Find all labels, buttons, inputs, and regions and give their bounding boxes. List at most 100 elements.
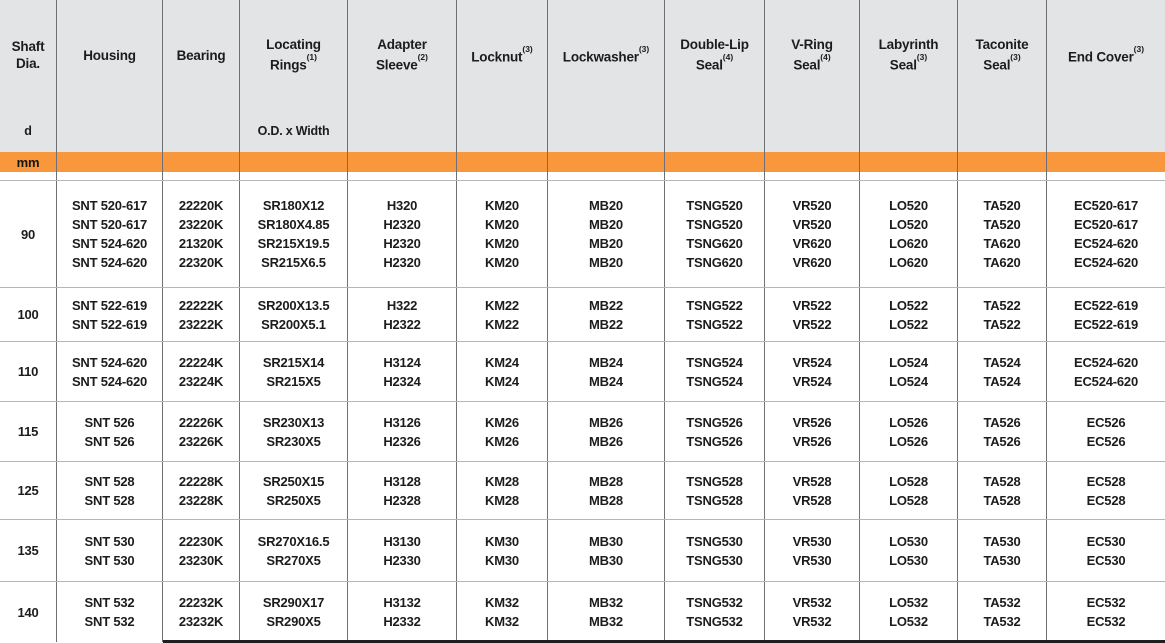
unit-cell-empty [548,152,665,172]
data-value: MB28 [589,492,623,508]
data-value: VR522 [792,297,832,313]
unit-cell-empty [765,152,860,172]
data-value: TA524 [983,354,1021,370]
header-cell-shaft-dia: Shaft Dia. d [0,0,57,152]
data-value: H2322 [383,316,421,332]
data-cell: VR524 VR524 [765,342,860,401]
data-value: VR526 [792,414,832,430]
data-value: LO530 [889,533,928,549]
data-value: EC520-617 [1074,198,1138,213]
header-label-line: Shaft [11,39,45,54]
data-value: TSNG532 [686,614,743,629]
data-cell: EC522-619 EC522-619 [1047,288,1165,341]
data-cell: SR270X16.5 SR270X5 [240,520,348,581]
data-value: SR230X13 [262,414,325,430]
spacer-cell [57,172,163,180]
shaft-dia-cell: 125 [0,462,57,519]
data-value: SNT 524-620 [71,236,148,251]
shaft-dia-cell: 110 [0,342,57,401]
data-value: VR524 [792,354,832,370]
spacer-cell [765,172,860,180]
data-cell: LO530 LO530 [860,520,958,581]
data-value: 22220K [178,198,224,213]
data-value: KM30 [485,533,519,549]
data-value: 22228K [178,473,224,489]
data-cell: H3130 H2330 [348,520,457,581]
header-label-line: Bearing [176,47,226,63]
data-value: VR620 [792,236,832,251]
data-value: LO522 [889,297,928,313]
data-value: MB22 [589,316,623,332]
data-value: VR522 [792,316,832,332]
footnote-marker: (4) [722,52,734,63]
data-cell: SNT 524-620 SNT 524-620 [57,342,163,401]
data-cell: EC530 EC530 [1047,520,1165,581]
data-value: KM26 [485,414,519,430]
table-row-group-90: 90 SNT 520-617 SNT 520-617 SNT 524-620 SNT 5… [0,180,1165,287]
data-value: SR215X6.5 [261,255,326,270]
data-cell: MB28 MB28 [548,462,665,519]
shaft-dia-cell: 135 [0,520,57,581]
data-value: 22222K [178,297,224,313]
data-value: SR250X5 [266,492,321,508]
data-value: KM28 [485,492,519,508]
header-cell-labyrinth-seal: Labyrinth Seal(3) [860,0,958,152]
header-label-line: Seal(4) [793,52,831,73]
data-value: H3124 [383,354,421,370]
spacer-cell [958,172,1047,180]
table-row-group-110: 110 SNT 524-620 SNT 524-620 22224K 23224K SR2… [0,341,1165,401]
header-label: V-Ring Seal(4) [791,0,833,110]
data-cell: 22224K 23224K [163,342,240,401]
data-value: SNT 530 [84,552,135,568]
data-value: TA530 [983,552,1021,568]
data-cell: 22220K 23220K 21320K 22320K [163,181,240,287]
unit-cell-empty [457,152,548,172]
header-label: Bearing [177,0,226,110]
data-cell: SNT 528 SNT 528 [57,462,163,519]
data-value: TSNG524 [686,354,743,370]
data-value: SNT 524-620 [71,373,148,389]
data-value: H2330 [383,552,421,568]
data-value: MB32 [589,595,623,610]
data-value: H3128 [383,473,421,489]
data-value: H2326 [383,433,421,449]
header-cell-taconite-seal: Taconite Seal(3) [958,0,1047,152]
data-cell: TSNG520 TSNG520 TSNG620 TSNG620 [665,181,765,287]
data-cell: TA520 TA520 TA620 TA620 [958,181,1047,287]
data-cell: SNT 532 SNT 532 [57,582,163,642]
data-value: TA522 [983,316,1021,332]
data-value: KM24 [485,354,519,370]
data-value: EC530 [1086,552,1126,568]
data-value: EC526 [1086,433,1126,449]
data-value: TSNG528 [686,473,743,489]
data-value: LO530 [889,552,928,568]
data-value: SNT 528 [84,473,135,489]
data-value: SNT 520-617 [71,217,148,232]
header-label-line: V-Ring [791,37,833,53]
data-cell: 22232K 23232K [163,582,240,642]
header-label-line: Dia. [16,56,40,71]
data-cell: MB26 MB26 [548,402,665,461]
data-cell: LO522 LO522 [860,288,958,341]
table-row-group-115: 115 SNT 526 SNT 526 22226K 23226K SR230X13 SR2… [0,401,1165,461]
unit-cell-empty [348,152,457,172]
data-value: TA520 [983,198,1021,213]
data-value: TSNG520 [686,198,743,213]
data-value: SR215X19.5 [257,236,330,251]
unit-cell-empty [163,152,240,172]
data-cell: MB30 MB30 [548,520,665,581]
header-label-line: Lockwasher(3) [562,43,650,65]
data-value: SNT 524-620 [71,255,148,270]
header-label-line: Rings(1) [270,52,317,73]
data-cell: MB24 MB24 [548,342,665,401]
data-value: TA620 [983,236,1021,251]
data-value: MB24 [589,354,623,370]
data-value: VR524 [792,373,832,389]
data-cell: KM26 KM26 [457,402,548,461]
data-value: LO620 [889,236,928,251]
data-value: H3130 [383,533,421,549]
data-cell: TA530 TA530 [958,520,1047,581]
table-bottom-border [163,640,1165,643]
data-value: 22224K [178,354,224,370]
data-value: LO528 [889,492,928,508]
